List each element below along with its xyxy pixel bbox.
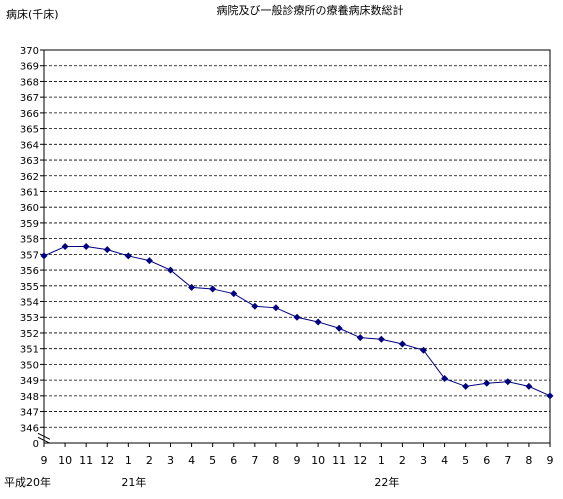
data-point <box>504 378 512 386</box>
data-point <box>40 252 48 260</box>
data-point <box>82 243 90 250</box>
axis-break-mark <box>37 432 51 440</box>
y-tick-label: 349 <box>20 376 39 387</box>
x-tick-label: 3 <box>167 454 174 467</box>
data-point <box>188 283 196 291</box>
data-point <box>103 246 111 254</box>
data-point <box>420 346 427 354</box>
y-tick-labels: 370 369 368 367 366 365 364 363 362 361 360 359 358 3… <box>20 46 39 450</box>
chart-title: 病院及び一般診療所の療養病床数総計 <box>217 3 404 17</box>
x-tick-labels: 9 10 11 12 1 2 3 4 5 6 7 8 9 10 11 12 1 2 3 4 5 6 7 8 9 <box>41 454 554 467</box>
data-point <box>209 285 217 293</box>
x-tick-label: 3 <box>420 454 427 467</box>
x-tick-label: 1 <box>125 454 132 467</box>
y-tick-label: 361 <box>20 187 39 198</box>
year-label: 平成20年 <box>4 475 51 489</box>
data-point <box>441 375 449 383</box>
y-tick-label: 351 <box>20 345 39 356</box>
data-point <box>272 304 280 312</box>
y-tick-label: 360 <box>20 203 39 214</box>
y-tick-label: 370 <box>20 46 39 57</box>
y-tick-label: 358 <box>20 235 39 246</box>
x-tick-label: 6 <box>483 454 490 467</box>
y-tick-label: 365 <box>20 125 39 136</box>
axes <box>37 49 551 447</box>
data-point <box>61 243 69 250</box>
data-point <box>314 318 322 326</box>
plot-frame <box>43 49 551 444</box>
data-point <box>293 313 301 321</box>
x-tick-label: 10 <box>58 454 72 467</box>
x-tick-label: 2 <box>399 454 406 467</box>
data-point <box>251 302 259 310</box>
x-tick-label: 6 <box>230 454 237 467</box>
x-tick-label: 4 <box>441 454 448 467</box>
x-tick-label: 5 <box>462 454 469 467</box>
y-tick-label: 364 <box>20 140 39 151</box>
x-tick-label: 8 <box>525 454 532 467</box>
x-tick-label: 1 <box>378 454 385 467</box>
year-labels: 平成20年 21年 22年 <box>4 475 399 489</box>
data-point <box>398 340 406 348</box>
x-tick-label: 9 <box>294 454 301 467</box>
y-tick-label: 346 <box>20 423 39 434</box>
y-axis-label: 病床(千床) <box>6 7 59 21</box>
y-tick-label: 362 <box>20 172 39 183</box>
data-point <box>230 290 238 298</box>
data-point <box>377 335 385 343</box>
data-point <box>546 392 554 400</box>
x-tick-label: 12 <box>353 454 367 467</box>
x-tick-label: 5 <box>209 454 216 467</box>
data-point <box>145 257 153 265</box>
series-line <box>43 246 551 397</box>
y-tick-label: 359 <box>20 219 39 230</box>
y-tick-label: 347 <box>20 408 39 419</box>
gridlines <box>40 49 550 428</box>
y-tick-label: 355 <box>20 282 39 293</box>
y-tick-label: 368 <box>20 77 39 88</box>
y-tick-label: 356 <box>20 266 39 277</box>
y-tick-label: 350 <box>20 360 39 371</box>
x-tick-label: 9 <box>41 454 48 467</box>
year-label: 21年 <box>121 475 146 489</box>
y-tick-label: 354 <box>20 298 39 309</box>
y-tick-label: 353 <box>20 313 39 324</box>
data-point <box>124 252 132 260</box>
x-tick-label: 8 <box>272 454 279 467</box>
x-tick-label: 7 <box>504 454 511 467</box>
data-series <box>40 243 554 400</box>
x-tick-label: 11 <box>332 454 346 467</box>
year-label: 22年 <box>374 475 399 489</box>
x-tick-label: 9 <box>547 454 554 467</box>
y-tick-label: 367 <box>20 93 39 104</box>
y-tick-label: 352 <box>20 329 39 340</box>
x-tick-label: 7 <box>251 454 258 467</box>
x-tick-label: 10 <box>311 454 325 467</box>
data-point <box>335 324 343 332</box>
y-tick-label: 366 <box>20 109 39 120</box>
x-tick-label: 2 <box>146 454 153 467</box>
data-point <box>356 334 364 342</box>
y-tick-label: 348 <box>20 392 39 403</box>
y-tick-label-zero: 0 <box>33 439 39 450</box>
y-tick-label: 363 <box>20 156 39 167</box>
x-tick-label: 4 <box>188 454 195 467</box>
data-point <box>167 266 174 274</box>
x-tick-label: 12 <box>100 454 114 467</box>
data-point <box>525 382 533 390</box>
data-point <box>462 382 470 390</box>
x-tick-label: 11 <box>79 454 93 467</box>
axis-break-mark <box>37 436 51 444</box>
y-tick-label: 357 <box>20 250 39 261</box>
y-tick-label: 369 <box>20 62 39 73</box>
data-point <box>483 379 491 387</box>
